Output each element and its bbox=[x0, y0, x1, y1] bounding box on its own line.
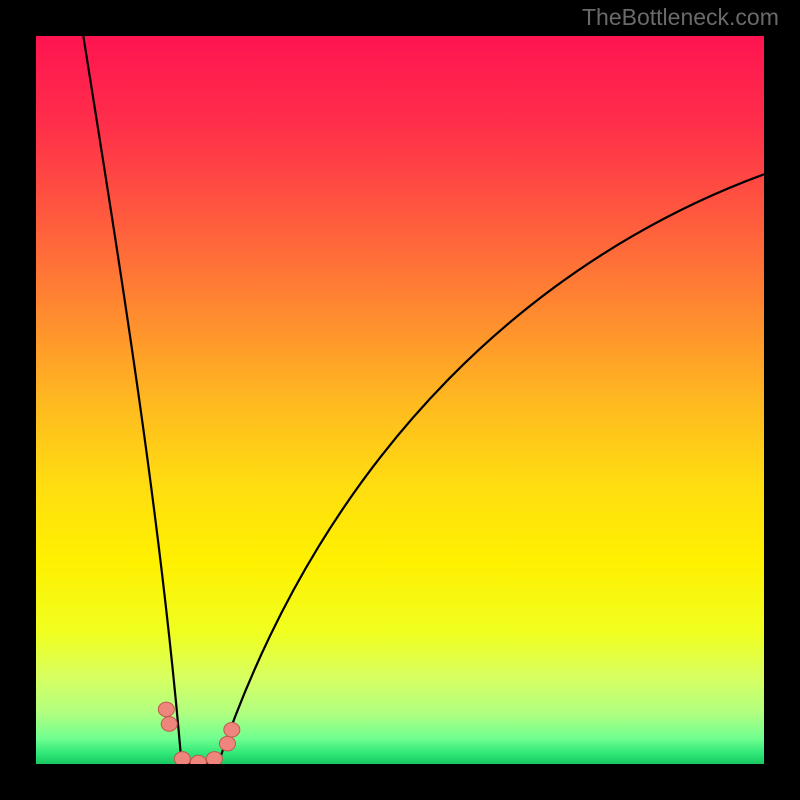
data-markers bbox=[158, 702, 240, 764]
data-marker bbox=[219, 736, 235, 751]
data-marker bbox=[174, 752, 190, 764]
data-marker bbox=[158, 702, 174, 717]
data-marker bbox=[190, 755, 206, 764]
plot-area bbox=[36, 36, 764, 764]
bottleneck-curve bbox=[83, 36, 764, 764]
data-marker bbox=[224, 723, 240, 738]
data-marker bbox=[161, 717, 177, 732]
curve-layer bbox=[36, 36, 764, 764]
watermark-text: TheBottleneck.com bbox=[582, 4, 779, 31]
data-marker bbox=[206, 752, 222, 764]
chart-container: TheBottleneck.com bbox=[0, 0, 800, 800]
